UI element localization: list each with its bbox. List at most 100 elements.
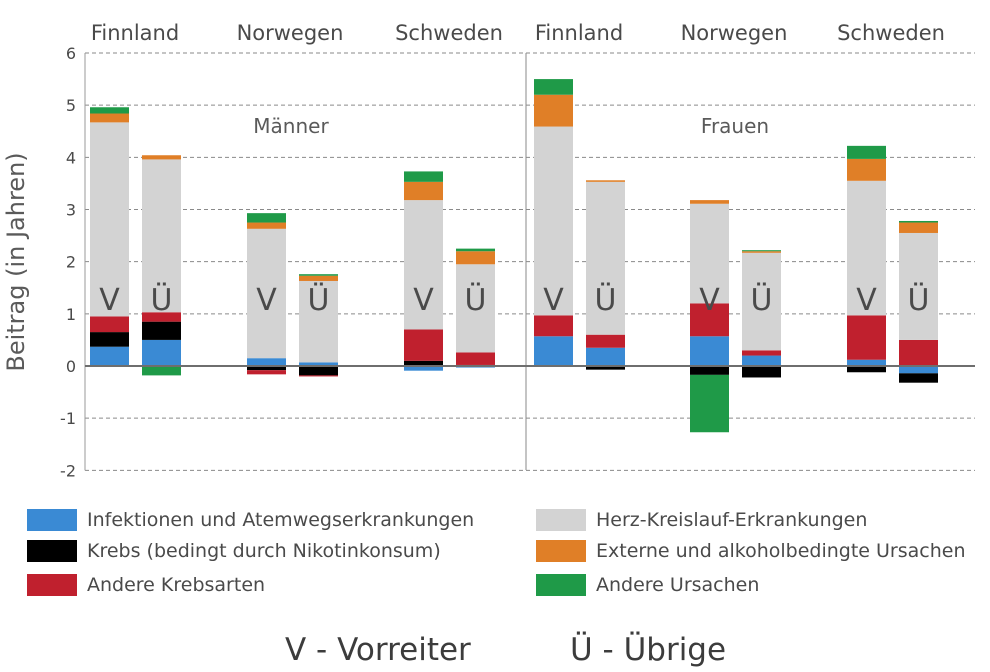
legend-label: Krebs (bedingt durch Nikotinkonsum): [87, 540, 441, 562]
bar-segment: [404, 181, 443, 201]
bar-segment: [899, 220, 938, 223]
bar-segment: [299, 362, 338, 366]
bar-segment: [142, 312, 181, 322]
legend-label: Andere Krebsarten: [87, 574, 266, 596]
legend-item-infektionen: Infektionen und Atemwegserkrankungen: [27, 509, 474, 531]
bar-segment: [534, 336, 573, 366]
bar-segment: [90, 113, 129, 123]
y-tick-label: 4: [66, 148, 76, 167]
y-tick-label: 5: [66, 96, 76, 115]
bar-segment: [247, 213, 286, 223]
legend-swatch: [27, 509, 77, 531]
bar-letter: Ü: [151, 282, 173, 318]
bar-letter: Ü: [908, 282, 930, 318]
bar-segment: [247, 358, 286, 366]
legend-swatch: [536, 509, 586, 531]
bar-segment: [90, 332, 129, 347]
stacked-bar-chart: -2 -1 0 1 2 3 4 5 6 Beitrag (in Jahren) Männer Frau…: [2, 21, 975, 480]
legend-item-andere-krebsarten: Andere Krebsarten: [27, 574, 265, 596]
bar-segment: [586, 366, 625, 370]
bar-segment: [456, 352, 495, 365]
bar-segment: [90, 107, 129, 114]
bar-segment: [299, 274, 338, 276]
bar-letter: Ü: [465, 282, 487, 318]
bar-segment: [847, 366, 886, 373]
bar-segment: [690, 303, 729, 337]
bar-letter: V: [413, 283, 434, 318]
bar-segment: [586, 347, 625, 366]
bar-segment: [456, 251, 495, 265]
legend-item-andere-ursachen: Andere Ursachen: [536, 574, 759, 596]
legend-label: Andere Ursachen: [596, 574, 760, 596]
bar-segment: [142, 155, 181, 160]
bar-segment: [690, 200, 729, 204]
bar-segment: [299, 366, 338, 376]
bar-segment: [742, 355, 781, 366]
panel-label: Männer: [253, 114, 329, 138]
footnote-vorreiter: V - Vorreiter: [285, 632, 471, 668]
legend-swatch: [536, 574, 586, 596]
bar-segment: [742, 366, 781, 378]
legend-item-krebs-nikotin: Krebs (bedingt durch Nikotinkonsum): [27, 540, 441, 562]
bar-letter: V: [699, 283, 720, 318]
bar-segment: [899, 222, 938, 233]
bar-segment: [299, 280, 338, 363]
bar-segment: [534, 94, 573, 127]
bar-segment: [847, 359, 886, 366]
bar-segment: [247, 228, 286, 359]
bar-segment: [142, 321, 181, 340]
y-tick-label: 1: [66, 305, 76, 324]
bar-segment: [404, 200, 443, 330]
bar-segment: [586, 181, 625, 335]
bar-segment: [90, 346, 129, 366]
bar-segment: [742, 250, 781, 252]
bar-segment: [847, 145, 886, 159]
y-tick-label: -2: [60, 461, 76, 480]
bar-segment: [899, 339, 938, 366]
legend-label: Infektionen und Atemwegserkrankungen: [87, 509, 475, 531]
bar-segment: [142, 366, 181, 376]
y-tick-label: 3: [66, 201, 76, 220]
bar-segment: [456, 264, 495, 353]
y-axis-label: Beitrag (in Jahren): [2, 152, 30, 371]
bar-segment: [742, 251, 781, 253]
bar-segment: [690, 203, 729, 304]
bar-segment: [299, 375, 338, 377]
bar-segment: [247, 222, 286, 229]
bar-segment: [247, 366, 286, 371]
footnote-uebrige: Ü - Übrige: [570, 632, 727, 668]
bar-segment: [690, 374, 729, 433]
bar-segment: [247, 370, 286, 375]
bar-segment: [847, 180, 886, 316]
legend-label: Externe und alkoholbedingte Ursachen: [596, 540, 966, 562]
bar-segment: [404, 366, 443, 371]
bar-segment: [534, 126, 573, 316]
y-tick-label: 2: [66, 253, 76, 272]
legend-item-herz-kreislauf: Herz-Kreislauf-Erkrankungen: [536, 509, 867, 531]
country-label: Norwegen: [681, 21, 788, 45]
bar-segment: [404, 171, 443, 182]
legend-swatch: [27, 540, 77, 562]
country-label: Finnland: [91, 21, 179, 45]
bar-segment: [90, 316, 129, 333]
bar-segment: [742, 252, 781, 351]
bar-segment: [456, 248, 495, 252]
bar-segment: [899, 366, 938, 374]
bar-segment: [742, 350, 781, 356]
bar-segment: [142, 339, 181, 366]
bar-segment: [690, 336, 729, 366]
y-tick-label: -1: [60, 409, 76, 428]
country-label: Finnland: [535, 21, 623, 45]
bar-segment: [586, 334, 625, 348]
y-tick-label: 6: [66, 44, 76, 63]
legend-label: Herz-Kreislauf-Erkrankungen: [596, 509, 868, 531]
bar-letter: V: [543, 283, 564, 318]
bar-segment: [142, 159, 181, 313]
bar-segment: [404, 329, 443, 361]
country-label: Schweden: [837, 21, 945, 45]
bar-letter: Ü: [595, 282, 617, 318]
legend-swatch: [536, 540, 586, 562]
panel-label: Frauen: [701, 114, 769, 138]
bar-segment: [899, 373, 938, 383]
bar-segment: [690, 366, 729, 375]
